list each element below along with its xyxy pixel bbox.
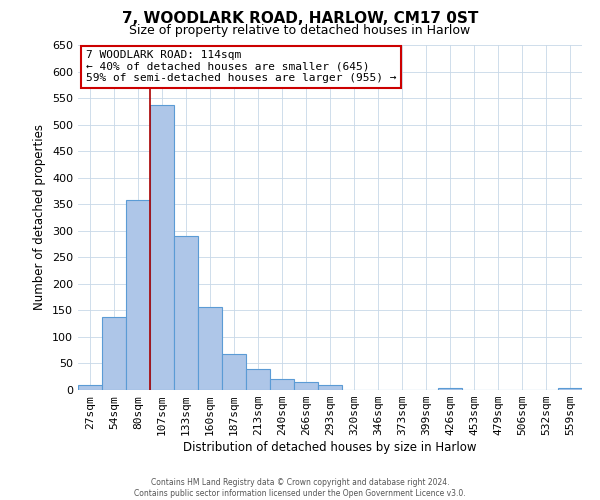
Bar	[78, 384, 102, 390]
Text: Size of property relative to detached houses in Harlow: Size of property relative to detached ho…	[130, 24, 470, 37]
Bar	[270, 379, 294, 390]
Y-axis label: Number of detached properties: Number of detached properties	[34, 124, 46, 310]
Bar	[198, 306, 222, 390]
Text: 7 WOODLARK ROAD: 114sqm
← 40% of detached houses are smaller (645)
59% of semi-d: 7 WOODLARK ROAD: 114sqm ← 40% of detache…	[86, 50, 396, 84]
Bar	[294, 382, 318, 390]
Bar	[150, 105, 174, 390]
Bar	[318, 384, 342, 390]
Bar	[102, 318, 126, 390]
Text: 7, WOODLARK ROAD, HARLOW, CM17 0ST: 7, WOODLARK ROAD, HARLOW, CM17 0ST	[122, 11, 478, 26]
X-axis label: Distribution of detached houses by size in Harlow: Distribution of detached houses by size …	[183, 441, 477, 454]
Text: Contains HM Land Registry data © Crown copyright and database right 2024.
Contai: Contains HM Land Registry data © Crown c…	[134, 478, 466, 498]
Bar	[438, 388, 462, 390]
Bar	[174, 236, 198, 390]
Bar	[126, 200, 150, 390]
Bar	[222, 354, 246, 390]
Bar	[558, 388, 582, 390]
Bar	[246, 369, 270, 390]
